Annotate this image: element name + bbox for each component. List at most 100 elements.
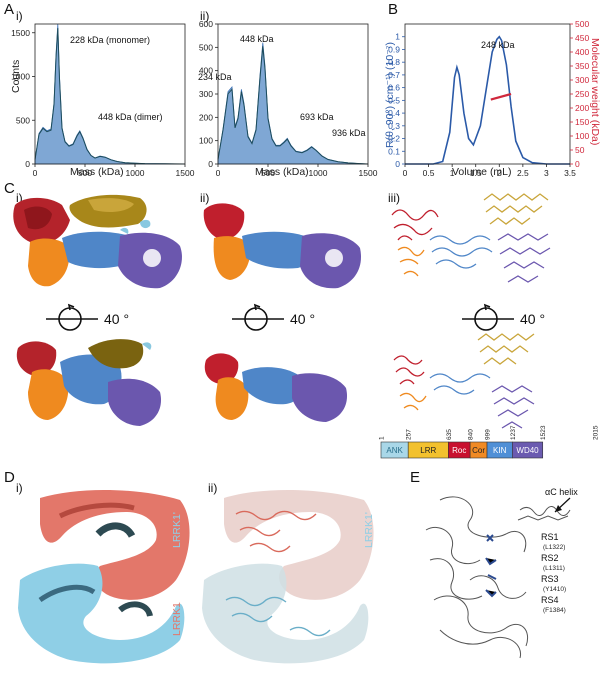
annotation-936: 936 kDa — [332, 128, 366, 138]
label-lrrk1-di: LRRK1 — [171, 602, 183, 636]
x-tick-label: 0 — [216, 168, 221, 178]
domain-label-roc: Roc — [452, 446, 466, 455]
domain-label-wd40: WD40 — [516, 446, 539, 455]
panel-a-ii-label: ii) — [200, 9, 209, 23]
cartoon-model-ciii-top — [391, 193, 551, 283]
annotation-234: 234 kDa — [198, 72, 232, 82]
domain-label-cor: Cor — [472, 446, 485, 455]
panel-b-ylabel-left: R(θ, 90°) (cm⁻¹) (10⁻⁷) — [384, 42, 396, 148]
label-lrrk1-prime-dii: LRRK1' — [363, 512, 375, 548]
x-tick-label: 0.5 — [423, 168, 435, 178]
axis-frame — [34, 23, 186, 165]
cryo-em-dimer-fit — [202, 489, 374, 664]
x-tick-label: 500 — [261, 168, 275, 178]
label-rs2: RS2 — [541, 553, 559, 563]
y-tick-label: 500 — [199, 42, 213, 52]
light-scattering-line — [405, 35, 570, 165]
panel-a-label: A — [4, 1, 14, 18]
y-tick-label: 1500 — [11, 28, 30, 38]
y-tick-label-left: 0.7 — [388, 70, 400, 80]
label-ac-helix: αC helix — [545, 487, 578, 497]
label-rs4-residue: (F1384) — [543, 607, 566, 614]
y-tick-label-left: 0.8 — [388, 57, 400, 67]
y-tick-label: 0 — [25, 159, 30, 169]
rotation-indicator-cii: 40 ° — [232, 303, 315, 331]
x-tick-label: 1500 — [176, 168, 195, 178]
domain-boundary-label: 1523 — [540, 425, 547, 440]
chart-a-ii: 0 500 1000 1500 0 100 200 300 400 500 600 — [199, 19, 378, 178]
gaussian-fit-line — [217, 46, 369, 165]
cryo-em-density-cii-top — [203, 203, 362, 289]
y-tick-label-left: 0.3 — [388, 121, 400, 131]
y-tick-label: 200 — [199, 112, 213, 122]
domain-boundary-label: 1237 — [510, 425, 517, 440]
label-rs2-residue: (L1311) — [543, 565, 565, 572]
helix-arrow-head — [555, 505, 562, 512]
rotation-label-cii: 40 ° — [290, 311, 315, 327]
chart-a-i: 0 500 1000 1500 0 500 1000 1500 — [11, 23, 195, 178]
domain-segment-wd40 — [512, 441, 544, 459]
y-tick-label: 300 — [199, 89, 213, 99]
histogram-area — [217, 42, 369, 165]
panel-c-i-label: i) — [16, 191, 23, 205]
panel-d-ii-label: ii) — [208, 481, 217, 495]
x-tick-label: 0 — [33, 168, 38, 178]
y-tick-label-left: 0.9 — [388, 44, 400, 54]
y-tick-label-right: 400 — [575, 47, 589, 57]
cryo-em-density-ci-top — [13, 194, 182, 289]
y-tick-label: 100 — [199, 136, 213, 146]
y-tick-label-left: 0.5 — [388, 95, 400, 105]
domain-architecture-bar: ANK LRR Roc Cor KIN WD40 1 257 635 840 999 1237 1523… — [379, 425, 600, 459]
y-tick-label: 600 — [199, 19, 213, 29]
panel-a-i-label: i) — [16, 9, 23, 23]
y-tick-label: 1000 — [11, 72, 30, 82]
histogram-area — [34, 23, 186, 165]
y-tick-label-left: 0.1 — [388, 146, 400, 156]
panel-b-xlabel: Volume (mL) — [452, 166, 512, 178]
x-tick-label: 2 — [497, 168, 502, 178]
annotation-248: 248 kDa — [481, 40, 515, 50]
y-tick-label-right: 300 — [575, 75, 589, 85]
panel-a-ii-xlabel: Mass (kDa) — [255, 166, 309, 178]
y-tick-label-left: 0.4 — [388, 108, 400, 118]
x-tick-label: 1500 — [359, 168, 378, 178]
y-tick-label-right: 350 — [575, 61, 589, 71]
rotation-indicator-ciii: 40 ° — [462, 303, 545, 331]
x-tick-label: 1.5 — [470, 168, 482, 178]
rotation-indicator-ci: 40 ° — [46, 303, 129, 331]
domain-boundary-label: 2015 — [593, 425, 600, 440]
panel-d-i-label: i) — [16, 481, 23, 495]
label-rs1-residue: (L1322) — [543, 544, 565, 551]
gaussian-fit-line — [34, 28, 186, 165]
domain-label-lrr: LRR — [420, 446, 436, 455]
domain-boundary-label: 840 — [468, 429, 475, 440]
label-rs3-residue: (Y1410) — [543, 586, 566, 593]
x-tick-label: 3.5 — [564, 168, 576, 178]
molecular-weight-line — [490, 92, 512, 101]
y-tick-label-right: 100 — [575, 131, 589, 141]
panel-a-ylabel: Counts — [10, 60, 22, 93]
panel-d-label: D — [4, 469, 15, 486]
panel-c-iii-label: iii) — [388, 191, 400, 205]
domain-label-ank: ANK — [386, 446, 403, 455]
y-tick-label: 0 — [208, 159, 213, 169]
y-tick-label: 500 — [16, 115, 30, 125]
annotation-dimer: 448 kDa (dimer) — [98, 112, 163, 122]
y-tick-label-right: 200 — [575, 103, 589, 113]
y-tick-label: 400 — [199, 66, 213, 76]
y-tick-label-right: 500 — [575, 19, 589, 29]
chart-b: 0 0.5 1 1.5 2 2.5 3 3.500.10.20.30.40.50.60.70.… — [388, 19, 589, 178]
y-tick-label-right: 50 — [575, 145, 585, 155]
y-tick-label-right: 0 — [575, 159, 580, 169]
y-tick-label-right: 450 — [575, 33, 589, 43]
x-tick-label: 500 — [78, 168, 92, 178]
x-tick-label: 1000 — [126, 168, 145, 178]
annotation-693: 693 kDa — [300, 112, 334, 122]
label-lrrk1-prime-di: LRRK1' — [171, 512, 183, 548]
panel-b-ylabel-right: Molecular weight (kDa) — [589, 38, 601, 145]
domain-boundary-label: 1 — [379, 436, 386, 440]
x-tick-label: 3 — [544, 168, 549, 178]
y-tick-label-left: 0.2 — [388, 134, 400, 144]
domain-boundary-label: 999 — [485, 429, 492, 440]
y-tick-label-left: 0.6 — [388, 83, 400, 93]
